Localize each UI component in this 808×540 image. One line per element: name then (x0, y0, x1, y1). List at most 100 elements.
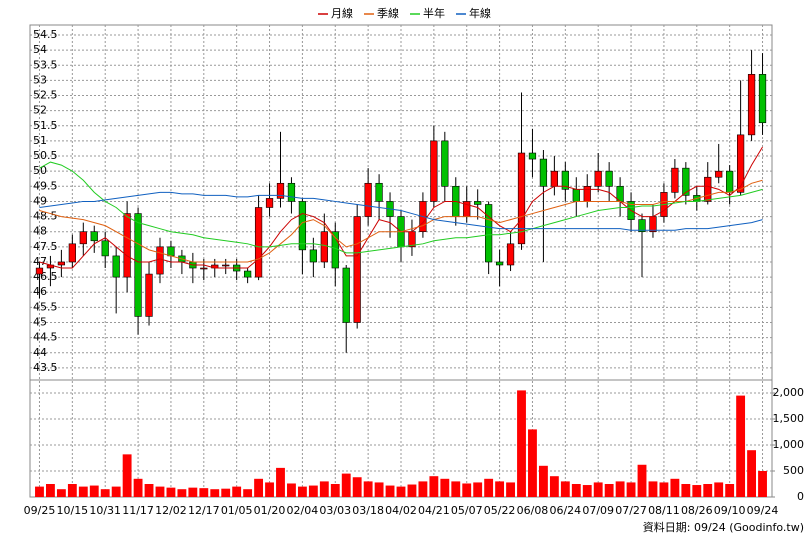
candle-body (715, 170, 723, 178)
x-tick-label: 01/05 (221, 504, 253, 517)
candle-body (309, 249, 317, 263)
volume-bar (210, 489, 220, 497)
candle-body (583, 186, 591, 202)
volume-bar (374, 482, 384, 497)
volume-bar (517, 390, 526, 497)
x-tick-label: 07/27 (615, 504, 647, 517)
candle-body (156, 246, 164, 275)
volume-bar (571, 484, 581, 497)
y-tick-label: 54.5 (33, 28, 58, 41)
candle-body (200, 267, 208, 270)
volume-bar (549, 476, 559, 497)
candle-body (517, 152, 526, 245)
candle-body (726, 170, 734, 193)
candle-body (528, 152, 537, 160)
volume-bar (670, 478, 680, 497)
volume-bar (736, 395, 746, 497)
y-tick-label: 44.5 (33, 331, 58, 344)
volume-bar (560, 481, 570, 497)
volume-bar (714, 482, 724, 497)
x-tick-label: 09/25 (24, 504, 56, 517)
legend-label: 季線 (377, 6, 399, 20)
candle-body (145, 273, 153, 317)
volume-bar (528, 429, 537, 497)
candle-body (441, 140, 449, 187)
volume-bar (396, 486, 406, 497)
volume-bar (747, 450, 756, 497)
volume-bar (506, 482, 515, 497)
candle-body (485, 204, 493, 263)
y-tick-label: 43.5 (33, 361, 58, 374)
candle-body (649, 216, 657, 233)
x-tick-label: 11/17 (122, 504, 154, 517)
candle-body (134, 213, 142, 317)
volume-bar (111, 486, 121, 497)
candle-body (704, 176, 712, 202)
legend-label: 年線 (469, 6, 491, 20)
candle-body (474, 201, 482, 205)
volume-bar (538, 465, 548, 497)
volume-bar (287, 483, 296, 497)
candle-body (57, 261, 66, 266)
candle-body (320, 231, 328, 263)
y-tick-label: 45 (33, 315, 47, 328)
candle-body (287, 182, 296, 202)
volume-bar (758, 471, 767, 497)
x-tick-label: 09/10 (714, 504, 746, 517)
candle-body (265, 198, 274, 208)
candle-body (276, 182, 285, 199)
candle-body (90, 231, 98, 242)
volume-bar (725, 484, 735, 497)
y-tick-label: 52 (33, 104, 47, 117)
candle-body (638, 219, 646, 233)
volume-bar (265, 482, 274, 497)
candle-body (495, 261, 504, 266)
candle-body (430, 140, 438, 202)
candle-body (561, 170, 569, 190)
x-tick-label: 03/18 (352, 504, 384, 517)
x-tick-label: 09/24 (747, 504, 779, 517)
candle-body (550, 170, 558, 187)
x-tick-label: 06/08 (517, 504, 549, 517)
volume-bar (78, 486, 88, 497)
x-tick-label: 08/26 (681, 504, 713, 517)
volume-bar (46, 484, 55, 497)
volume-bar (199, 488, 209, 497)
y-tick-label: 48 (33, 225, 47, 238)
candle-body (375, 182, 383, 202)
y2-tick-label: 0 (797, 490, 804, 503)
x-tick-label: 10/15 (56, 504, 88, 517)
x-tick-label: 03/03 (319, 504, 351, 517)
volume-bar (221, 488, 231, 497)
y-tick-label: 53 (33, 73, 47, 86)
volume-bar (648, 481, 658, 497)
volume-bar (308, 485, 318, 497)
volume-bar (495, 481, 505, 497)
candle-body (671, 167, 679, 193)
legend-label: 月線 (331, 6, 353, 20)
candle-body (68, 243, 76, 263)
x-tick-label: 05/22 (484, 504, 516, 517)
volume-bar (155, 486, 165, 497)
y-tick-label: 47.5 (33, 240, 58, 253)
candle-body (222, 264, 230, 267)
volume-bar (341, 473, 351, 497)
candle-body (167, 246, 175, 257)
y2-tick-label: 1,000 (773, 438, 805, 451)
y2-tick-label: 2,000 (773, 386, 805, 399)
volume-bar (133, 478, 143, 497)
candle-body (342, 267, 350, 323)
volume-bar (582, 485, 592, 497)
volume-bar (626, 482, 636, 497)
y-tick-label: 50 (33, 164, 47, 177)
volume-bar (254, 478, 264, 497)
volume-bar (188, 487, 198, 497)
x-tick-label: 04/02 (385, 504, 417, 517)
volume-bar (451, 481, 461, 497)
volume-bar (418, 481, 428, 497)
legend-label: 半年 (423, 6, 445, 20)
x-tick-label: 01/20 (254, 504, 286, 517)
volume-bar (297, 486, 307, 497)
volume-bar (363, 481, 373, 497)
